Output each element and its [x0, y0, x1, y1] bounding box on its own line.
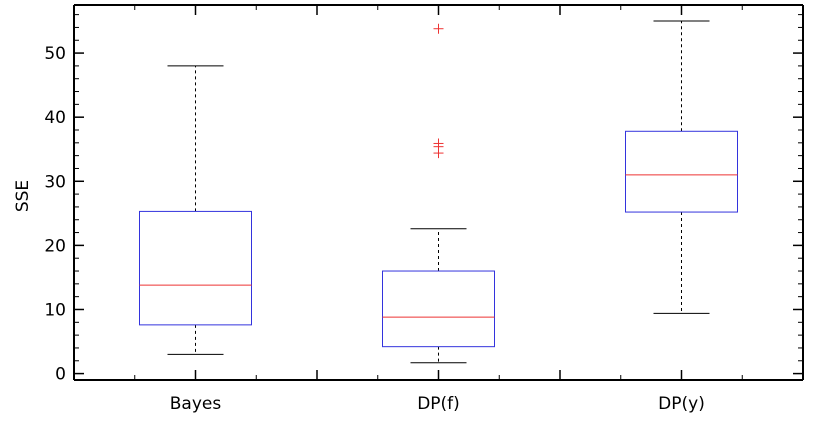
y-tick-label: 0: [55, 365, 66, 385]
y-axis-label: SSE: [13, 180, 33, 212]
y-tick-label: 20: [44, 236, 66, 256]
x-tick-label: Bayes: [170, 394, 222, 414]
axes: 0 10 20 30 40 50 Bayes DP(f) DP(y): [44, 4, 804, 414]
iqr-box: [139, 210, 252, 326]
box-dp-y: [625, 20, 738, 314]
x-tick-label: DP(y): [658, 394, 705, 414]
outlier-marker: [433, 138, 444, 149]
box-bayes: [139, 65, 252, 355]
outlier-marker: [433, 23, 444, 34]
x-tick-label: DP(f): [417, 394, 460, 414]
box-dp-f: [382, 23, 495, 364]
boxes: [139, 20, 738, 364]
y-tick-label: 50: [44, 44, 66, 64]
iqr-box: [625, 130, 738, 213]
y-tick-label: 30: [44, 172, 66, 192]
iqr-box: [382, 270, 495, 348]
y-tick-label: 40: [44, 108, 66, 128]
y-tick-label: 10: [44, 300, 66, 320]
